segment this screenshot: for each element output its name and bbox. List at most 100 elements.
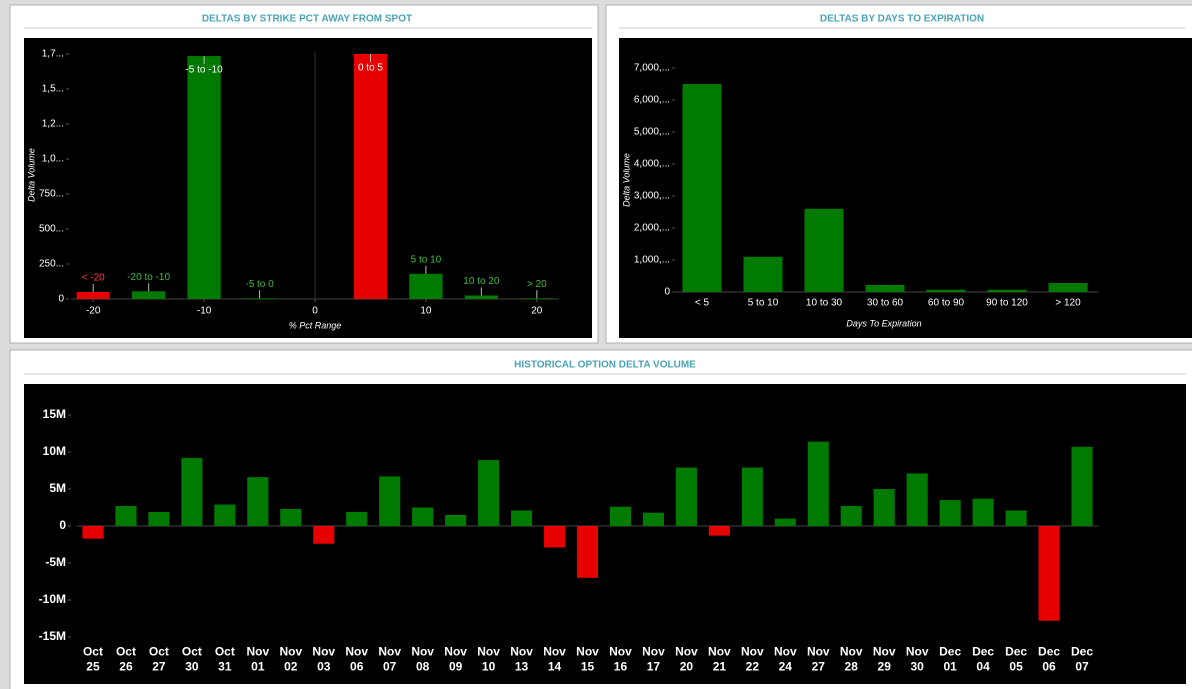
y-axis-title: Delta Volume [621,153,631,207]
bar-label: 10 to 20 [463,276,500,287]
bar [187,56,221,299]
bar [543,526,566,548]
x-tick-label: Nov 27 [807,645,830,674]
bar [873,489,895,526]
bar [346,511,368,526]
bar [148,511,170,526]
x-tick-label: 10 [420,306,432,317]
x-tick-label: -10 [197,306,212,317]
bar [840,506,862,526]
y-tick-label: 3,000,... [634,191,670,202]
y-axis-title: Delta Volume [26,148,36,202]
x-tick-label: Nov 13 [510,645,533,674]
y-tick-label: 10M [43,444,66,458]
x-tick-label: Nov 09 [444,645,467,674]
y-tick-label: 5M [49,481,66,495]
bar [247,477,269,526]
bar [609,506,632,526]
y-tick-label: 4,000,... [634,159,670,170]
bar [576,526,599,578]
bar [865,284,905,292]
bar [520,298,554,299]
chart-title: DELTAS BY STRIKE PCT AWAY FROM SPOT [202,14,412,25]
bar [939,500,961,526]
x-tick-label: Nov 21 [708,645,731,674]
bar-label: -20 to -10 [127,272,170,283]
x-tick-label: Nov 03 [312,645,335,674]
bar [511,510,533,526]
y-tick-label: -10M [39,592,66,606]
bar [1048,283,1088,292]
bar [642,512,664,526]
bar [743,256,783,292]
bar [115,506,137,526]
y-tick-label: 1,5... [42,84,64,95]
bar [242,298,277,299]
x-tick-label: Nov 15 [576,645,599,674]
bar [708,526,730,536]
y-tick-label: 2,000,... [634,223,670,234]
bar [804,208,844,292]
y-tick-label: 1,7... [42,49,64,60]
x-tick-label: Dec 01 [939,645,961,674]
y-tick-label: 1,2... [42,119,64,130]
x-tick-label: Nov 07 [378,645,401,674]
x-tick-label: Nov 20 [675,645,698,674]
x-tick-label: Nov 10 [477,645,500,674]
bar [926,289,966,292]
bar-label: -5 to -10 [185,65,223,76]
x-tick-label: Oct 26 [116,645,136,674]
x-tick-label: 10 to 30 [806,298,843,309]
x-tick-label: Oct 30 [182,645,202,674]
bar [478,460,500,526]
bar-label: 5 to 10 [411,254,442,265]
x-tick-label: 60 to 90 [928,298,965,309]
x-tick-label: Nov 29 [873,645,896,674]
x-tick-label: Nov 08 [411,645,434,674]
y-tick-label: 1,0... [42,154,64,165]
plot-area [24,38,592,338]
x-tick-label: Nov 22 [741,645,764,674]
x-axis-title: % Pct Range [289,320,342,330]
y-tick-label: -5M [45,555,66,569]
y-tick-label: -15M [39,629,66,643]
bar [412,507,434,526]
x-tick-label: Nov 01 [246,645,269,674]
bar-label: < -20 [82,273,106,284]
x-tick-label: Nov 24 [774,645,797,674]
x-tick-label: Nov 16 [609,645,632,674]
plot-area [24,384,1186,684]
x-tick-label: Dec 07 [1071,645,1093,674]
x-tick-label: Nov 06 [345,645,368,674]
x-tick-label: Nov 28 [840,645,863,674]
bar [1071,446,1093,526]
bar [132,291,166,299]
bar [1038,526,1060,621]
x-tick-label: -20 [86,306,101,317]
bar [280,508,302,526]
y-tick-label: 0 [58,294,64,305]
x-tick-label: 30 to 60 [867,298,904,309]
x-tick-label: Oct 25 [83,645,103,674]
bar [181,457,203,526]
y-tick-label: 1,000,... [634,255,670,266]
chart-title: HISTORICAL OPTION DELTA VOLUME [514,360,696,371]
x-tick-label: < 5 [695,298,710,309]
bar [214,504,236,526]
bar-label: 0 to 5 [358,63,383,74]
y-tick-label: 750... [39,189,64,200]
x-tick-label: Dec 05 [1005,645,1027,674]
bar [741,467,763,526]
bar [906,473,928,526]
bar [445,514,467,526]
y-tick-label: 5,000,... [634,127,670,138]
chart-title: DELTAS BY DAYS TO EXPIRATION [820,14,984,25]
y-tick-label: 7,000,... [634,63,670,74]
y-tick-label: 15M [43,407,66,421]
x-tick-label: Dec 04 [972,645,994,674]
bar [464,295,498,299]
bar [972,498,994,526]
bar [1005,510,1027,526]
bar [675,467,697,526]
